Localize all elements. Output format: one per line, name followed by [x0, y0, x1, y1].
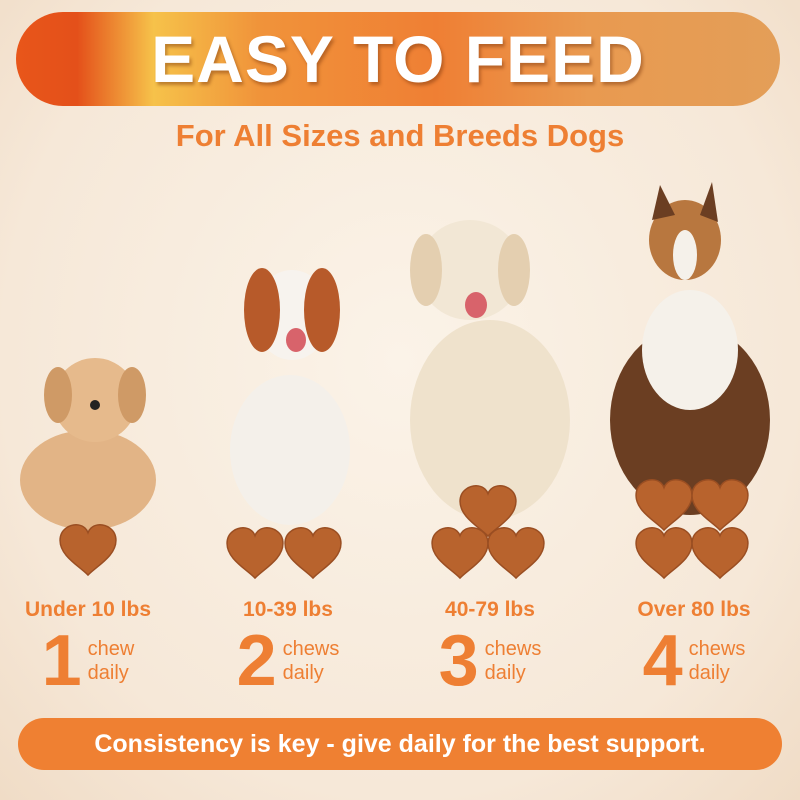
subtitle: For All Sizes and Breeds Dogs	[175, 118, 625, 153]
chew-heart-icon	[226, 527, 284, 579]
dosage-tier-3: 40-79 lbs 3 chews daily	[390, 596, 590, 701]
footer-banner: Consistency is key - give daily for the …	[18, 718, 782, 770]
chew-unit: chew	[87, 638, 135, 660]
dog-small	[20, 358, 156, 530]
chew-heart-icon	[691, 527, 749, 579]
frequency: daily	[688, 662, 730, 684]
weight-range: 10-39 lbs	[243, 598, 333, 621]
chews-2	[226, 527, 342, 579]
dosage-tier-1: Under 10 lbs 1 chew daily	[0, 596, 188, 701]
weight-range: Under 10 lbs	[24, 598, 152, 621]
weight-range: Over 80 lbs	[637, 598, 751, 621]
page-title: EASY TO FEED	[151, 22, 645, 96]
chews-4	[635, 479, 749, 579]
dog-spaniel	[230, 268, 350, 525]
chew-count: 4	[642, 621, 683, 701]
chew-heart-icon	[431, 527, 489, 579]
title-banner: EASY TO FEED	[16, 12, 780, 106]
weight-range: 40-79 lbs	[445, 598, 535, 621]
dosage-tier-2: 10-39 lbs 2 chews daily	[188, 596, 388, 701]
chew-heart-icon	[691, 479, 749, 531]
chew-heart-icon	[635, 527, 693, 579]
dogs-illustration	[20, 182, 770, 579]
chew-heart-icon	[284, 527, 342, 579]
chew-heart-icon	[635, 479, 693, 531]
footer-text: Consistency is key - give daily for the …	[94, 729, 706, 758]
chew-count: 2	[236, 621, 277, 701]
frequency: daily	[87, 662, 129, 684]
dog-golden-retriever	[410, 220, 570, 520]
dog-collie	[610, 182, 770, 515]
chew-count: 3	[438, 621, 479, 701]
chew-count: 1	[41, 621, 82, 701]
chew-unit: chews	[484, 638, 542, 660]
frequency: daily	[484, 662, 526, 684]
chew-unit: chews	[282, 638, 340, 660]
frequency: daily	[282, 662, 324, 684]
chew-heart-icon	[59, 524, 117, 576]
chew-heart-icon	[487, 527, 545, 579]
dosage-tier-4: Over 80 lbs 4 chews daily	[594, 596, 794, 701]
chew-unit: chews	[688, 638, 746, 660]
chews-1	[59, 524, 117, 576]
